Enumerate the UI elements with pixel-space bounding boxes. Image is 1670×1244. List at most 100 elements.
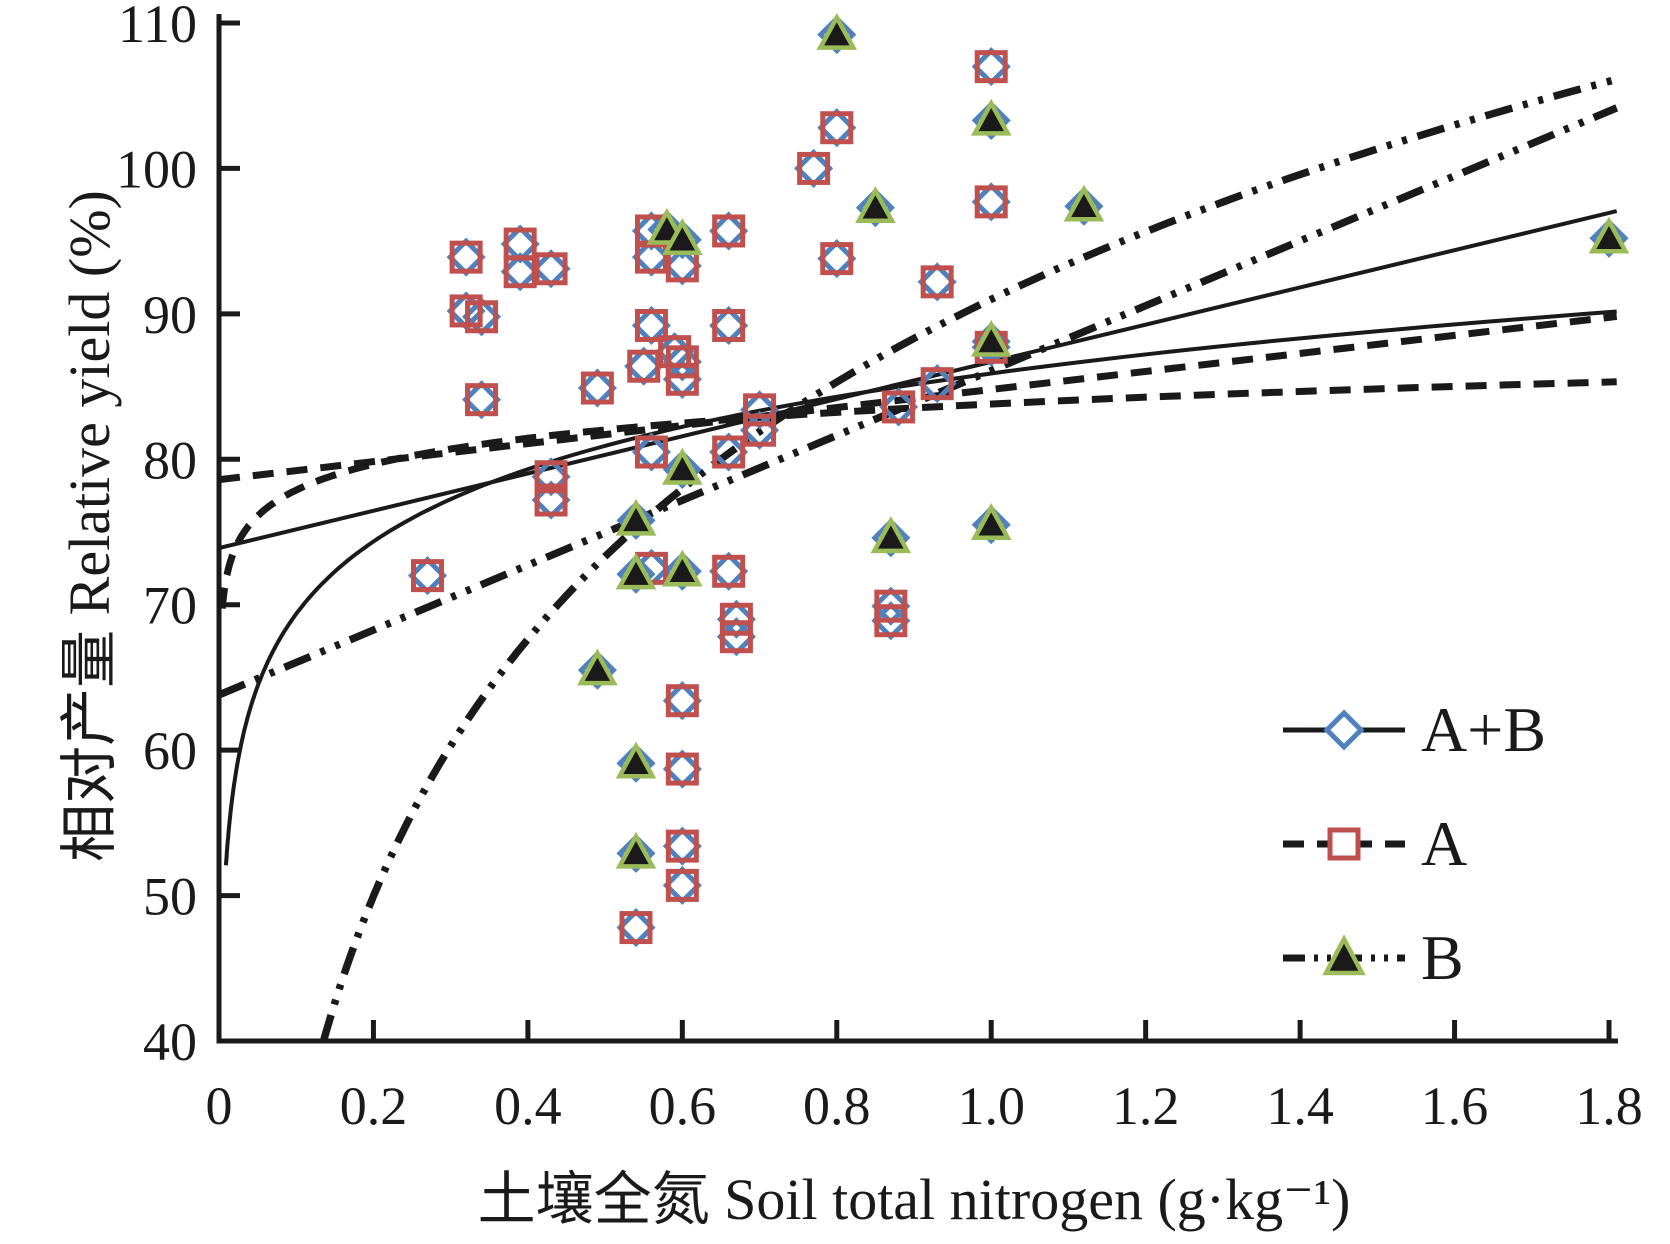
data-point-square — [719, 620, 753, 654]
data-point-square — [465, 383, 499, 417]
y-tick-label: 50 — [143, 867, 197, 927]
data-point-square — [634, 308, 668, 342]
x-tick-label: 0.4 — [494, 1076, 562, 1136]
data-point-square — [665, 868, 699, 902]
data-point-square — [712, 435, 746, 469]
data-point-square — [882, 390, 916, 424]
x-tick-label: 1.8 — [1575, 1076, 1643, 1136]
data-point-square — [712, 214, 746, 248]
x-axis-title: 土壤全氮 Soil total nitrogen (g·kg⁻¹) — [477, 1167, 1351, 1232]
data-point-diamond — [971, 100, 1011, 140]
data-point-square — [580, 371, 614, 405]
square-dashed-line-icon — [1283, 827, 1405, 861]
y-tick-label: 110 — [118, 0, 197, 54]
y-tick-label: 70 — [143, 576, 197, 636]
legend-item-a: A — [1283, 806, 1546, 882]
data-point-diamond — [1589, 218, 1629, 258]
data-point-square — [743, 393, 777, 427]
data-point-diamond — [971, 47, 1011, 87]
data-point-diamond — [855, 188, 895, 228]
data-point-square — [411, 559, 444, 593]
fit-curve-a-linear — [219, 312, 1618, 484]
fit-curve-aplusb-linear — [219, 209, 1618, 550]
data-point-diamond — [662, 826, 702, 866]
data-point-triangle — [662, 549, 703, 587]
data-point-diamond — [616, 554, 656, 594]
x-tick-label: 0.8 — [803, 1076, 871, 1136]
x-tick-label: 1.4 — [1266, 1076, 1334, 1136]
x-tick-label: 1.6 — [1421, 1076, 1489, 1136]
y-axis-title: 相对产量 Relative yield (%) — [57, 190, 122, 862]
data-point-square — [719, 602, 753, 636]
data-point-triangle — [615, 831, 657, 869]
legend-label: B — [1421, 922, 1464, 993]
data-point-diamond — [577, 650, 617, 690]
data-point-triangle — [615, 552, 657, 590]
data-point-diamond — [1064, 186, 1104, 226]
data-point-triangle — [615, 741, 657, 779]
data-point-square — [665, 752, 699, 786]
data-point-diamond — [616, 908, 656, 948]
y-tick-label: 40 — [143, 1012, 197, 1072]
data-point-diamond — [446, 237, 486, 277]
y-tick-label: 100 — [116, 139, 197, 199]
data-point-square — [503, 255, 537, 289]
x-tick-label: 0.2 — [340, 1076, 408, 1136]
y-tick-label: 80 — [143, 430, 197, 490]
legend: A+B A B — [1283, 692, 1546, 1034]
data-point-diamond — [971, 505, 1011, 545]
legend-item-b: B — [1283, 920, 1546, 996]
data-point-diamond — [462, 380, 502, 420]
data-point-diamond — [662, 449, 702, 490]
fit-curve-a-log — [219, 378, 1617, 609]
data-point-diamond — [662, 865, 702, 905]
data-point-square — [712, 308, 746, 342]
data-point-square — [665, 345, 699, 379]
data-point-diamond — [624, 346, 664, 386]
data-point-diamond — [794, 148, 834, 188]
data-point-square — [619, 911, 653, 945]
data-point-diamond — [709, 305, 749, 346]
data-point-triangle — [577, 648, 618, 686]
data-point-square — [465, 300, 499, 334]
y-tick-label: 90 — [143, 285, 197, 345]
data-point-square — [534, 252, 568, 286]
data-point-triangle — [970, 503, 1012, 540]
data-point-diamond — [616, 500, 656, 540]
data-point-diamond — [407, 556, 448, 596]
x-tick-label: 0.6 — [649, 1076, 717, 1136]
data-point-diamond — [971, 182, 1011, 222]
data-point-square — [449, 240, 483, 274]
data-point-square — [534, 460, 568, 494]
y-tick-label: 60 — [143, 721, 197, 781]
data-point-triangle — [855, 186, 896, 223]
data-point-square — [534, 483, 568, 517]
data-point-triangle — [816, 12, 858, 50]
data-point-diamond — [616, 743, 656, 783]
data-point-diamond — [971, 321, 1011, 362]
x-tick-label: 1.2 — [1112, 1076, 1180, 1136]
data-point-diamond — [662, 681, 702, 721]
fit-curve-b-linear — [219, 104, 1619, 699]
data-point-diamond — [616, 833, 656, 873]
data-point-square — [920, 265, 954, 299]
data-point-diamond — [817, 239, 857, 279]
data-point-square — [974, 185, 1008, 219]
fit-curve-aplusb-log — [223, 309, 1617, 866]
data-point-diamond — [871, 518, 911, 558]
x-tick-label: 1.0 — [957, 1076, 1025, 1136]
data-point-square — [820, 242, 854, 276]
data-point-square — [665, 362, 699, 396]
legend-label: A — [1421, 808, 1468, 879]
data-point-diamond — [709, 551, 749, 591]
diamond-solid-line-icon — [1283, 709, 1405, 751]
data-point-diamond — [662, 551, 702, 591]
data-point-triangle — [662, 218, 703, 255]
data-point-diamond — [662, 749, 702, 789]
data-point-diamond — [917, 262, 957, 302]
data-point-triangle — [1588, 216, 1630, 254]
data-point-diamond — [817, 108, 857, 148]
data-point-square — [665, 684, 699, 718]
